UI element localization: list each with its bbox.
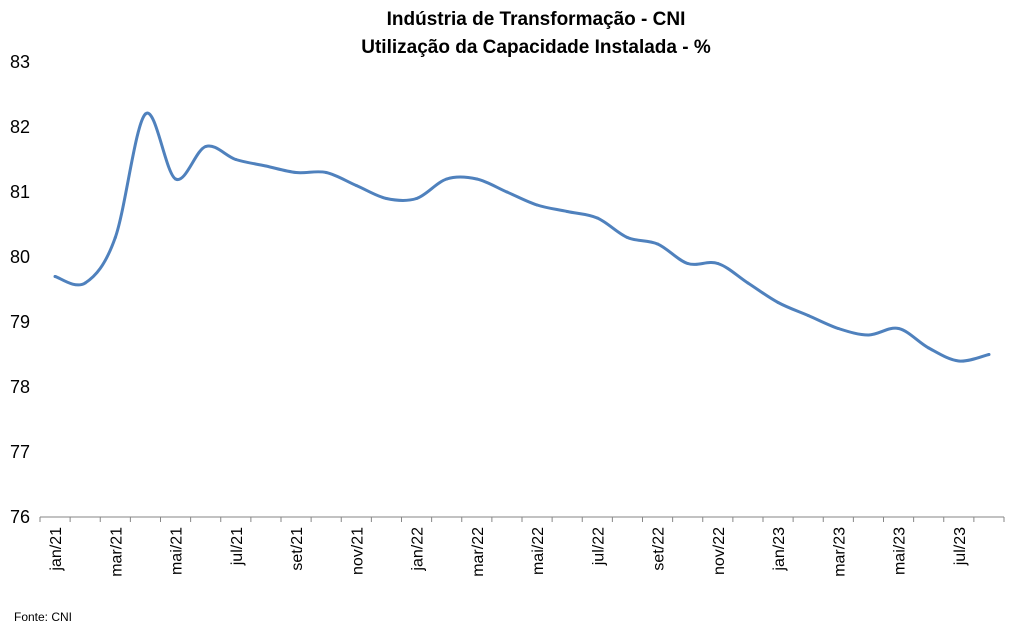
data-point bbox=[384, 197, 388, 200]
data-point bbox=[415, 197, 419, 200]
data-point bbox=[806, 314, 810, 317]
data-point bbox=[686, 262, 690, 265]
data-points bbox=[53, 112, 991, 363]
x-axis-ticks: jan/21 mar/21 mai/21 jul/21 set/21 nov/21 jan/… bbox=[39, 517, 1005, 577]
x-tick-label: mar/23 bbox=[831, 527, 848, 577]
data-point bbox=[776, 301, 780, 304]
data-point bbox=[83, 281, 87, 285]
y-axis-ticks: 76 77 78 79 80 81 82 83 bbox=[10, 52, 30, 527]
x-tick-label: mar/21 bbox=[108, 527, 125, 577]
data-point bbox=[565, 210, 569, 213]
y-tick-label: 76 bbox=[10, 507, 30, 527]
data-point bbox=[987, 353, 991, 356]
data-point bbox=[927, 346, 931, 350]
x-tick-label: set/22 bbox=[651, 527, 668, 571]
chart-title: Indústria de Transformação - CNI bbox=[387, 9, 686, 30]
data-point bbox=[595, 216, 599, 220]
y-tick-label: 80 bbox=[10, 247, 30, 267]
y-tick-label: 77 bbox=[10, 442, 30, 462]
x-tick-label: jul/21 bbox=[229, 527, 246, 566]
x-tick-label: set/21 bbox=[289, 527, 306, 571]
data-point bbox=[475, 177, 479, 181]
x-tick-label: jul/22 bbox=[590, 527, 607, 566]
x-tick-label: jan/21 bbox=[48, 527, 65, 572]
data-point bbox=[746, 281, 750, 285]
chart-subtitle: Utilização da Capacidade Instalada - % bbox=[361, 37, 711, 58]
x-tick-label: nov/22 bbox=[711, 527, 728, 575]
data-point bbox=[53, 275, 57, 278]
data-point bbox=[174, 177, 178, 181]
data-point bbox=[294, 171, 298, 174]
y-tick-label: 79 bbox=[10, 312, 30, 332]
y-tick-label: 82 bbox=[10, 117, 30, 137]
data-point bbox=[716, 262, 720, 265]
data-point bbox=[505, 190, 509, 194]
data-point bbox=[957, 359, 961, 363]
data-point bbox=[866, 333, 870, 337]
y-tick-label: 78 bbox=[10, 377, 30, 397]
data-point bbox=[445, 177, 449, 181]
data-point bbox=[204, 145, 208, 148]
x-tick-label: mai/23 bbox=[892, 527, 909, 575]
x-tick-label: mar/22 bbox=[470, 527, 487, 577]
series-line bbox=[53, 111, 991, 363]
source-note: Fonte: CNI bbox=[14, 610, 72, 624]
data-point bbox=[836, 327, 840, 330]
data-point bbox=[625, 236, 629, 239]
x-tick-label: jan/23 bbox=[771, 527, 788, 572]
data-point bbox=[113, 236, 117, 239]
x-tick-label: mai/22 bbox=[530, 527, 547, 575]
x-tick-label: nov/21 bbox=[349, 527, 366, 575]
y-tick-label: 81 bbox=[10, 182, 30, 202]
y-tick-label: 83 bbox=[10, 52, 30, 72]
data-point bbox=[324, 171, 328, 174]
x-tick-label: jul/23 bbox=[952, 527, 969, 566]
data-point bbox=[354, 184, 358, 187]
data-point bbox=[656, 242, 660, 246]
x-tick-label: mai/21 bbox=[169, 527, 186, 575]
data-point bbox=[264, 164, 268, 168]
x-tick-label: jan/22 bbox=[410, 527, 427, 572]
data-point bbox=[897, 327, 901, 330]
data-point bbox=[535, 203, 539, 207]
data-point bbox=[234, 158, 238, 161]
data-point bbox=[143, 112, 147, 116]
